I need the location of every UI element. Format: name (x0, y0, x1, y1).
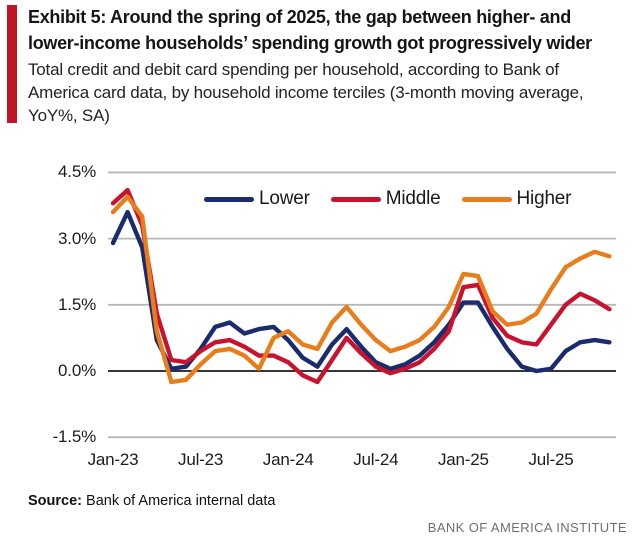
legend-label-higher: Higher (516, 188, 572, 209)
line-lower (110, 209, 612, 374)
line-middle (110, 187, 612, 385)
y-tick-label: 4.5% (58, 162, 96, 182)
source-label: Source: (28, 493, 82, 509)
legend-item-middle: Middle (330, 188, 441, 210)
x-tick-label: Jan-23 (87, 450, 139, 469)
middle-line-swatch (330, 196, 381, 202)
x-tick-label: Jul-25 (528, 450, 574, 469)
x-tick-label: Jul-24 (353, 450, 399, 469)
exhibit-title-line1: Exhibit 5: Around the spring of 2025, th… (28, 7, 571, 27)
x-tick-label: Jan-25 (438, 450, 489, 469)
x-tick-label: Jul-23 (178, 450, 224, 469)
legend-item-lower: Lower (204, 188, 310, 210)
y-tick-label: 3.0% (58, 228, 96, 248)
y-tick-label: -1.5% (52, 427, 97, 447)
legend-label-middle: Middle (385, 188, 441, 209)
line-higher (110, 194, 612, 385)
bank-of-america-institute-wordmark: BANK OF AMERICA INSTITUTE (427, 520, 627, 535)
red-accent-bar (7, 5, 17, 123)
legend-label-lower: Lower (259, 188, 310, 209)
y-tick-label: 1.5% (58, 294, 96, 314)
lower-line-swatch (204, 196, 254, 202)
x-tick-label: Jan-24 (262, 450, 314, 469)
source-note: Source: Bank of America internal data (28, 493, 275, 509)
higher-line-swatch (461, 196, 512, 202)
source-text: Bank of America internal data (82, 493, 276, 509)
exhibit-title-line2: lower-income households’ spending growth… (28, 33, 592, 53)
chart-legend: Lower Middle Higher (204, 188, 572, 210)
legend-item-higher: Higher (461, 188, 572, 210)
chart-header: Exhibit 5: Around the spring of 2025, th… (28, 4, 632, 127)
chart-subtitle: Total credit and debit card spending per… (28, 60, 584, 125)
y-tick-label: 0.0% (58, 361, 96, 380)
